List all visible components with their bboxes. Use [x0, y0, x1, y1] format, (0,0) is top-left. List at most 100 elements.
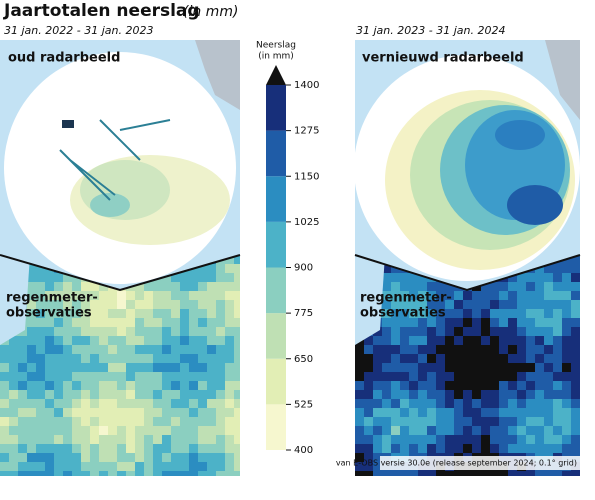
- grid-cell: [198, 291, 208, 301]
- grid-cell: [225, 444, 235, 454]
- grid-cell: [225, 336, 235, 346]
- grid-cell: [544, 471, 554, 476]
- grid-cell: [535, 426, 545, 436]
- grid-cell: [571, 309, 580, 319]
- grid-cell: [553, 345, 563, 355]
- grid-cell: [81, 444, 91, 454]
- grid-cell: [427, 354, 437, 364]
- grid-cell: [126, 363, 136, 373]
- grid-cell: [0, 426, 10, 436]
- grid-cell: [454, 300, 464, 310]
- grid-cell: [54, 426, 64, 436]
- tick-label: 1150: [294, 171, 319, 182]
- grid-cell: [234, 462, 240, 472]
- grid-cell: [517, 390, 527, 400]
- grid-cell: [63, 291, 73, 301]
- grid-cell: [382, 336, 392, 346]
- grid-cell: [544, 273, 554, 283]
- grid-cell: [198, 327, 208, 337]
- grid-cell: [436, 471, 446, 476]
- grid-cell: [189, 471, 199, 476]
- grid-cell: [99, 309, 109, 319]
- grid-cell: [9, 408, 19, 418]
- grid-cell: [544, 363, 554, 373]
- grid-cell: [171, 291, 181, 301]
- grid-cell: [135, 372, 145, 382]
- grid-cell: [382, 372, 392, 382]
- grid-cell: [117, 291, 127, 301]
- grid-cell: [216, 381, 226, 391]
- grid-cell: [72, 408, 82, 418]
- grid-cell: [27, 354, 37, 364]
- grid-cell: [180, 327, 190, 337]
- grid-cell: [27, 408, 37, 418]
- grid-cell: [472, 336, 482, 346]
- grid-cell: [63, 273, 73, 283]
- grid-cell: [27, 390, 37, 400]
- grid-cell: [18, 408, 28, 418]
- grid-cell: [126, 309, 136, 319]
- grid-cell: [117, 426, 127, 436]
- grid-cell: [216, 417, 226, 427]
- grid-cell: [144, 462, 154, 472]
- grid-cell: [144, 363, 154, 373]
- grid-cell: [508, 363, 518, 373]
- grid-cell: [81, 336, 91, 346]
- grid-cell: [135, 282, 145, 292]
- grid-cell: [472, 390, 482, 400]
- grid-cell: [153, 390, 163, 400]
- grid-cell: [108, 435, 118, 445]
- grid-cell: [481, 318, 491, 328]
- grid-cell: [171, 327, 181, 337]
- grid-cell: [472, 435, 482, 445]
- grid-cell: [72, 354, 82, 364]
- grid-cell: [553, 336, 563, 346]
- grid-cell: [445, 399, 455, 409]
- grid-cell: [45, 318, 55, 328]
- grid-cell: [45, 435, 55, 445]
- grid-cell: [526, 336, 536, 346]
- grid-cell: [45, 381, 55, 391]
- grid-cell: [54, 408, 64, 418]
- grid-cell: [409, 273, 419, 283]
- grid-cell: [162, 372, 172, 382]
- grid-cell: [472, 345, 482, 355]
- grid-cell: [355, 471, 365, 476]
- grid-cell: [517, 300, 527, 310]
- grid-cell: [0, 372, 10, 382]
- grid-cell: [99, 381, 109, 391]
- grid-cell: [463, 363, 473, 373]
- grid-cell: [207, 354, 217, 364]
- grid-cell: [180, 426, 190, 436]
- grid-cell: [225, 426, 235, 436]
- grid-cell: [535, 381, 545, 391]
- grid-cell: [189, 354, 199, 364]
- grid-cell: [544, 300, 554, 310]
- grid-cell: [144, 399, 154, 409]
- grid-cell: [144, 444, 154, 454]
- grid-cell: [234, 345, 240, 355]
- grid-cell: [99, 291, 109, 301]
- grid-cell: [463, 399, 473, 409]
- grid-cell: [526, 372, 536, 382]
- grid-cell: [445, 390, 455, 400]
- grid-cell: [171, 309, 181, 319]
- grid-cell: [234, 282, 240, 292]
- grid-cell: [499, 444, 509, 454]
- grid-cell: [544, 327, 554, 337]
- grid-cell: [63, 372, 73, 382]
- grid-cell: [198, 318, 208, 328]
- grid-cell: [427, 426, 437, 436]
- grid-cell: [544, 444, 554, 454]
- grid-cell: [526, 408, 536, 418]
- grid-cell: [355, 363, 365, 373]
- grid-cell: [63, 318, 73, 328]
- grid-cell: [18, 435, 28, 445]
- grid-cell: [63, 399, 73, 409]
- grid-cell: [234, 435, 240, 445]
- grid-cell: [36, 318, 46, 328]
- grid-cell: [153, 309, 163, 319]
- grid-cell: [535, 444, 545, 454]
- grid-cell: [144, 390, 154, 400]
- grid-cell: [45, 309, 55, 319]
